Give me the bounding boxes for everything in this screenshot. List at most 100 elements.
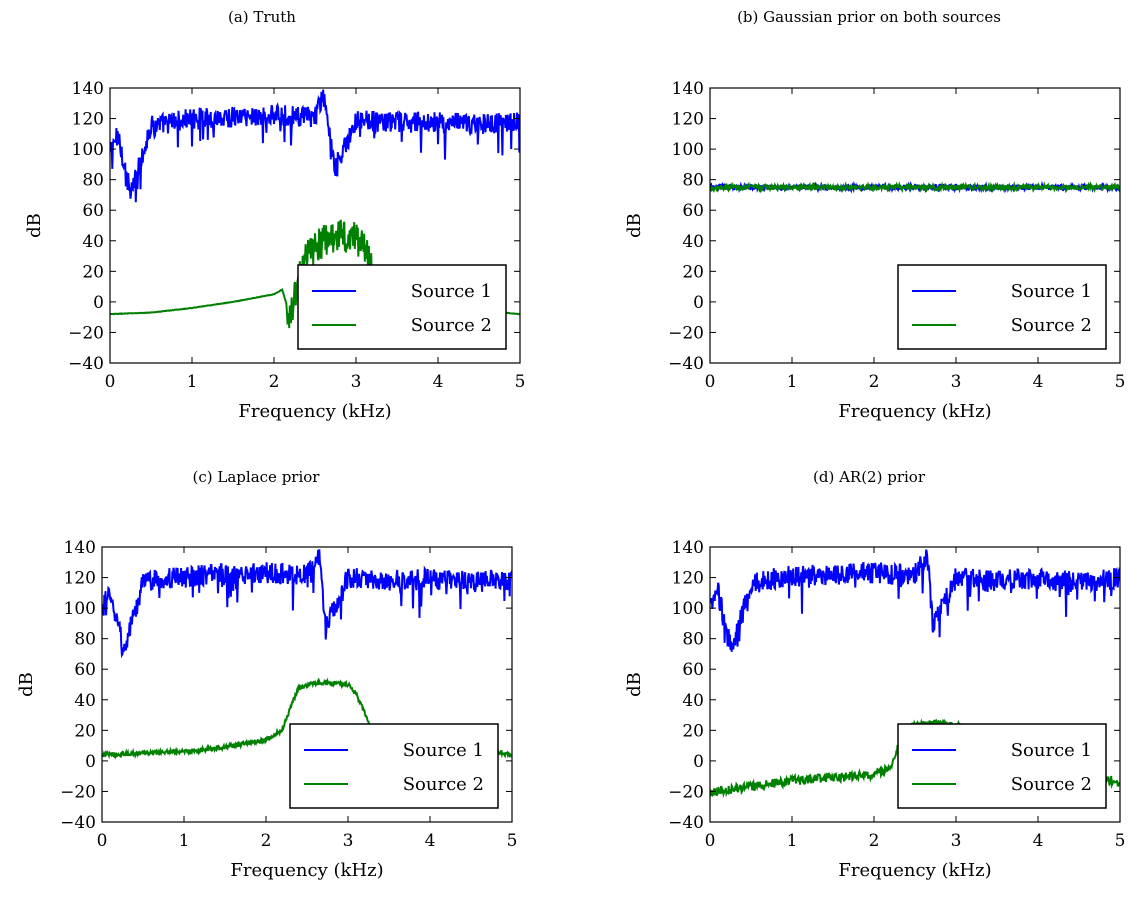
legend-label-1: Source 1 <box>1011 281 1092 302</box>
x-tick-label: 0 <box>97 831 108 851</box>
legend-label-1: Source 1 <box>403 740 484 761</box>
y-tick-label: 80 <box>74 630 96 650</box>
y-tick-label: −40 <box>668 813 704 833</box>
x-tick-label: 3 <box>951 831 962 851</box>
y-tick-label: 20 <box>74 721 96 741</box>
y-tick-label: 20 <box>682 721 704 741</box>
y-tick-label: 80 <box>682 171 704 191</box>
y-axis-label: dB <box>24 213 45 238</box>
legend-box <box>897 723 1107 809</box>
axes-frame <box>101 546 513 823</box>
x-tick-label: 4 <box>425 831 436 851</box>
legend-box <box>289 723 499 809</box>
legend-label-2: Source 2 <box>411 315 492 336</box>
panel-caption: (a) Truth <box>228 8 296 26</box>
x-tick-label: 2 <box>869 372 880 392</box>
x-tick-label: 1 <box>787 831 798 851</box>
y-tick-label: −40 <box>60 813 96 833</box>
legend: Source 1 Source 2 <box>897 723 1107 809</box>
y-tick-label: −40 <box>668 354 704 374</box>
panel-caption: (c) Laplace prior <box>193 468 321 486</box>
axes-frame <box>109 87 521 364</box>
y-tick-label: 100 <box>672 140 704 160</box>
y-tick-label: 80 <box>82 171 104 191</box>
y-tick-label: −40 <box>68 354 104 374</box>
series-line-1 <box>110 89 520 203</box>
y-tick-label: 80 <box>682 630 704 650</box>
panel-caption: (b) Gaussian prior on both sources <box>737 8 1001 26</box>
y-tick-label: 0 <box>693 293 704 313</box>
y-tick-label: 140 <box>672 79 704 99</box>
legend-label-1: Source 1 <box>1011 740 1092 761</box>
y-tick-label: 60 <box>682 201 704 221</box>
y-tick-label: 120 <box>72 110 104 130</box>
x-tick-label: 4 <box>1033 831 1044 851</box>
y-tick-label: 120 <box>64 569 96 589</box>
x-tick-label: 3 <box>351 372 362 392</box>
y-tick-label: 40 <box>82 232 104 252</box>
y-tick-label: 20 <box>682 262 704 282</box>
x-tick-label: 4 <box>1033 372 1044 392</box>
x-tick-label: 3 <box>951 372 962 392</box>
legend-box <box>297 264 507 350</box>
y-tick-label: 100 <box>672 599 704 619</box>
x-tick-label: 4 <box>433 372 444 392</box>
y-tick-label: −20 <box>68 323 104 343</box>
x-axis-label: Frequency (kHz) <box>838 860 991 881</box>
y-tick-label: 60 <box>74 660 96 680</box>
y-tick-label: −20 <box>668 323 704 343</box>
x-tick-label: 2 <box>269 372 280 392</box>
y-axis-label: dB <box>624 213 645 238</box>
panel-caption: (d) AR(2) prior <box>813 468 926 486</box>
y-tick-label: 40 <box>682 691 704 711</box>
x-tick-label: 5 <box>515 372 526 392</box>
panel-3: (d) AR(2) prior 0 1 2 3 4 5 −40 −20 0 20 40 60 80 100 1… <box>624 468 1125 881</box>
plot-area <box>710 180 1120 194</box>
legend-box <box>897 264 1107 350</box>
x-axis-label: Frequency (kHz) <box>238 401 391 422</box>
y-tick-label: −20 <box>60 782 96 802</box>
x-tick-label: 5 <box>507 831 518 851</box>
panel-0: (a) Truth 0 1 2 3 4 5 −40 −20 0 20 40 60 80 100 120 140 F… <box>24 8 525 422</box>
y-tick-label: 140 <box>64 538 96 558</box>
y-tick-label: 40 <box>74 691 96 711</box>
y-tick-label: 60 <box>682 660 704 680</box>
y-tick-label: 40 <box>682 232 704 252</box>
y-tick-label: 120 <box>672 569 704 589</box>
y-tick-label: 20 <box>82 262 104 282</box>
x-tick-label: 1 <box>179 831 190 851</box>
series-line-1 <box>102 549 512 659</box>
x-tick-label: 1 <box>187 372 198 392</box>
y-tick-label: 60 <box>82 201 104 221</box>
series-line-1 <box>710 549 1120 652</box>
legend-label-2: Source 2 <box>1011 774 1092 795</box>
y-tick-label: 100 <box>72 140 104 160</box>
y-tick-label: 140 <box>72 79 104 99</box>
legend: Source 1 Source 2 <box>297 264 507 350</box>
x-tick-label: 0 <box>705 372 716 392</box>
axes-frame <box>709 546 1121 823</box>
legend-label-2: Source 2 <box>1011 315 1092 336</box>
x-tick-label: 5 <box>1115 372 1126 392</box>
series-line-2 <box>710 180 1120 194</box>
legend: Source 1 Source 2 <box>289 723 499 809</box>
x-tick-label: 2 <box>869 831 880 851</box>
panel-1: (b) Gaussian prior on both sources 0 1 2 3 4 5… <box>624 8 1125 422</box>
x-tick-label: 1 <box>787 372 798 392</box>
axes-frame <box>709 87 1121 364</box>
legend: Source 1 Source 2 <box>897 264 1107 350</box>
x-tick-label: 0 <box>105 372 116 392</box>
y-tick-label: 140 <box>672 538 704 558</box>
panel-2: (c) Laplace prior 0 1 2 3 4 5 −40 −20 0 20 40 60 80 10… <box>16 468 517 881</box>
legend-label-1: Source 1 <box>411 281 492 302</box>
y-tick-label: 120 <box>672 110 704 130</box>
x-axis-label: Frequency (kHz) <box>838 401 991 422</box>
y-tick-label: 0 <box>93 293 104 313</box>
y-tick-label: 0 <box>693 752 704 772</box>
x-tick-label: 5 <box>1115 831 1126 851</box>
legend-label-2: Source 2 <box>403 774 484 795</box>
y-axis-label: dB <box>624 672 645 697</box>
y-axis-label: dB <box>16 672 37 697</box>
x-axis-label: Frequency (kHz) <box>230 860 383 881</box>
